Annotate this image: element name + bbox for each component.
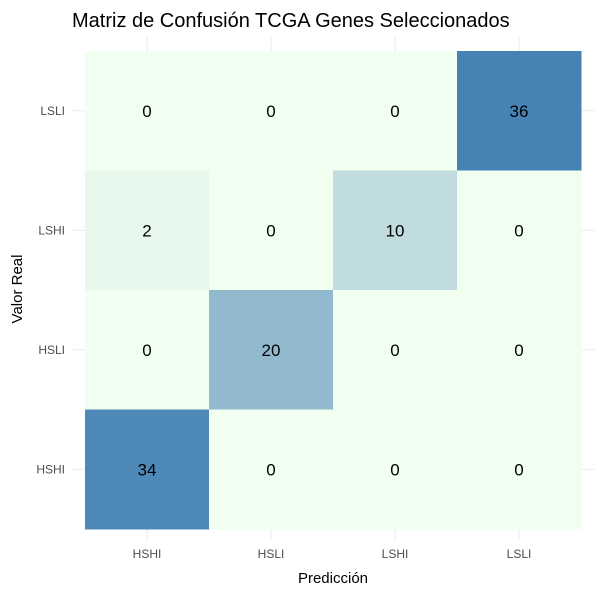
heatmap-cell <box>209 290 334 410</box>
y-tick-label: HSHI <box>36 462 65 476</box>
heatmap-cell <box>85 290 210 410</box>
y-axis-title: Valor Real <box>9 255 26 324</box>
cell-value-label: 0 <box>390 460 399 479</box>
cell-value-label: 0 <box>390 341 399 360</box>
cell-value-label: 36 <box>510 102 529 121</box>
cell-value-label: 2 <box>142 221 151 240</box>
heatmap-cell <box>457 290 582 410</box>
heatmap-cell <box>457 51 582 171</box>
cell-value-label: 0 <box>266 460 275 479</box>
cell-value-label: 0 <box>142 102 151 121</box>
cell-value-label: 10 <box>386 221 405 240</box>
heatmap-cell <box>85 51 210 171</box>
heatmap-cell <box>85 409 210 530</box>
cell-value-label: 34 <box>138 460 157 479</box>
y-tick-label: LSHI <box>38 223 65 237</box>
cell-value-label: 0 <box>514 341 523 360</box>
heatmap-cell <box>457 409 582 530</box>
cell-value-label: 0 <box>514 460 523 479</box>
cell-value-label: 0 <box>390 102 399 121</box>
x-tick-label: LSLI <box>507 547 532 561</box>
heatmap-cell <box>209 51 334 171</box>
cells-layer: 0 0 0 362 0 10 00 20 0 034 0 0 0 <box>85 51 582 530</box>
heatmap-cell <box>209 170 334 291</box>
cell-value-label: 0 <box>266 221 275 240</box>
chart-title: Matriz de Confusión TCGA Genes Seleccion… <box>72 10 510 32</box>
cell-value-label: 0 <box>266 102 275 121</box>
heatmap-cell <box>209 409 334 530</box>
y-tick-label: LSLI <box>40 104 65 118</box>
heatmap-cell <box>333 409 458 530</box>
heatmap-cell <box>333 290 458 410</box>
x-axis-title: Predicción <box>298 570 368 587</box>
cell-value-label: 20 <box>262 341 281 360</box>
heatmap-cell <box>85 170 210 291</box>
ticks-layer: HSHI HSLI LSHI LSLI LSLI LSHI HSLI HSHI <box>36 104 531 561</box>
heatmap-cell <box>333 170 458 291</box>
heatmap-cell <box>457 170 582 291</box>
x-tick-label: HSLI <box>258 547 285 561</box>
x-tick-label: LSHI <box>382 547 409 561</box>
heatmap-cell <box>333 51 458 171</box>
y-tick-label: HSLI <box>38 343 65 357</box>
x-tick-label: HSHI <box>133 547 162 561</box>
cell-value-label: 0 <box>514 221 523 240</box>
cell-value-label: 0 <box>142 341 151 360</box>
